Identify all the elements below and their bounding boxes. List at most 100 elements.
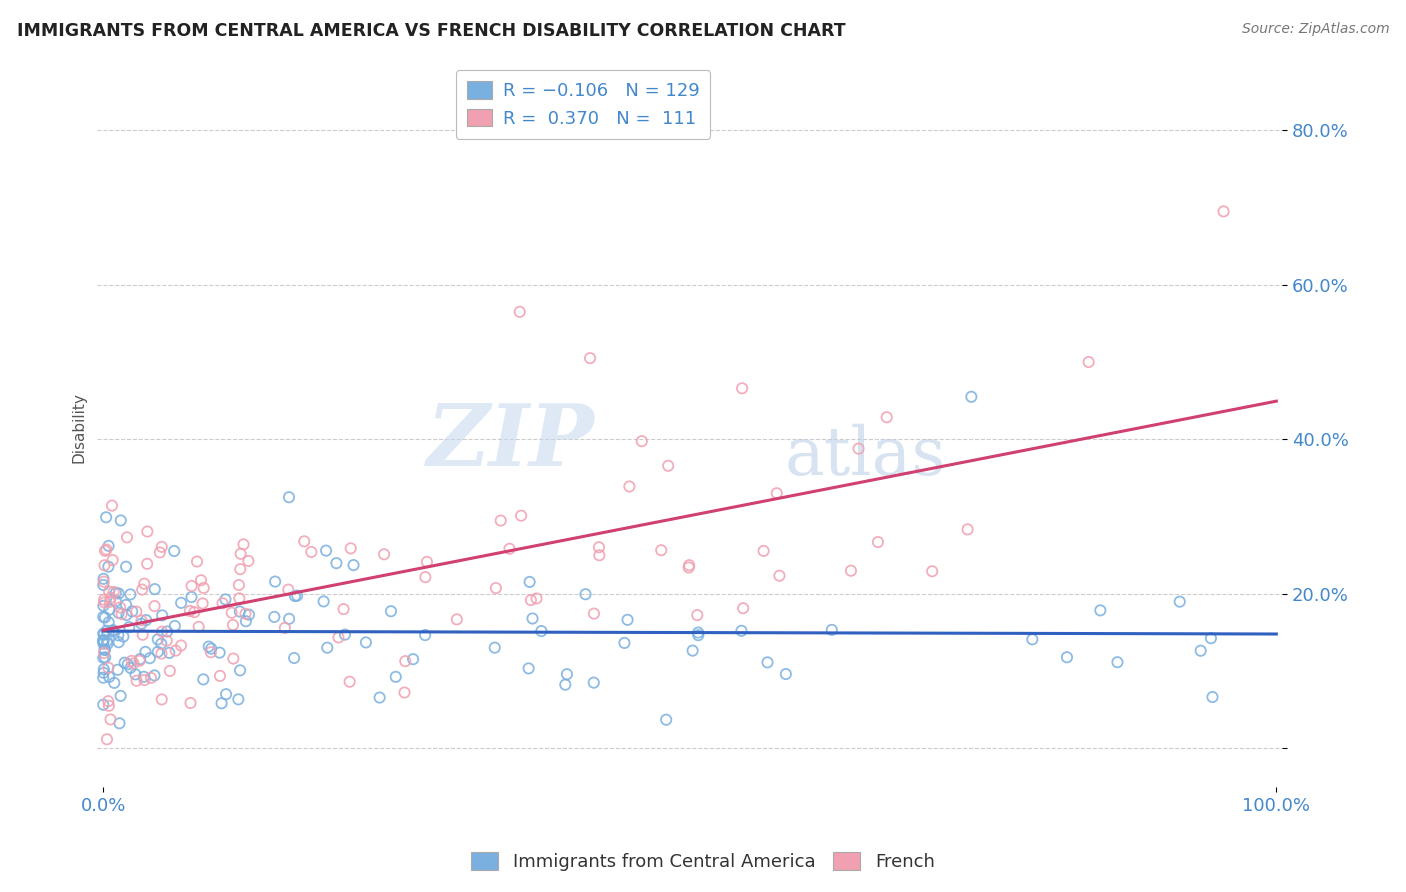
Point	[264, 574, 287, 589]
Point	[150, 692, 173, 706]
Point	[193, 673, 215, 687]
Point	[657, 458, 679, 473]
Point	[121, 654, 143, 668]
Point	[180, 590, 202, 604]
Text: ZIP: ZIP	[427, 401, 595, 483]
Point	[960, 390, 983, 404]
Point	[415, 570, 437, 584]
Point	[120, 661, 142, 675]
Point	[373, 547, 395, 561]
Point	[1021, 632, 1043, 647]
Point	[866, 535, 889, 549]
Point	[1212, 204, 1234, 219]
Point	[579, 351, 602, 366]
Point	[124, 667, 146, 681]
Point	[93, 574, 115, 589]
Point	[96, 542, 118, 557]
Point	[588, 548, 610, 562]
Point	[325, 556, 347, 570]
Point	[839, 564, 862, 578]
Point	[91, 578, 114, 592]
Point	[215, 687, 238, 701]
Point	[110, 513, 132, 527]
Point	[328, 631, 350, 645]
Point	[1056, 650, 1078, 665]
Point	[139, 671, 162, 685]
Point	[278, 490, 301, 504]
Point	[131, 616, 153, 631]
Point	[134, 673, 156, 687]
Point	[150, 540, 173, 554]
Point	[756, 656, 779, 670]
Point	[765, 486, 787, 500]
Point	[191, 596, 214, 610]
Point	[588, 541, 610, 555]
Point	[107, 606, 129, 620]
Point	[733, 601, 755, 615]
Point	[211, 596, 233, 610]
Point	[921, 564, 943, 578]
Point	[136, 524, 159, 539]
Point	[200, 641, 222, 656]
Point	[187, 620, 209, 634]
Point	[91, 671, 114, 685]
Point	[197, 640, 219, 654]
Point	[132, 628, 155, 642]
Point	[107, 586, 129, 600]
Point	[1199, 632, 1222, 646]
Point	[93, 665, 115, 680]
Point	[93, 646, 115, 660]
Point	[316, 640, 339, 655]
Point	[107, 635, 129, 649]
Point	[278, 612, 301, 626]
Point	[630, 434, 652, 449]
Point	[179, 696, 201, 710]
Point	[179, 604, 201, 618]
Point	[312, 594, 335, 608]
Point	[678, 558, 700, 573]
Point	[159, 664, 181, 678]
Text: Source: ZipAtlas.com: Source: ZipAtlas.com	[1241, 22, 1389, 37]
Point	[214, 592, 236, 607]
Point	[131, 582, 153, 597]
Point	[111, 607, 134, 621]
Point	[170, 596, 193, 610]
Point	[688, 628, 710, 642]
Point	[263, 610, 285, 624]
Point	[93, 662, 115, 676]
Point	[368, 690, 391, 705]
Y-axis label: Disability: Disability	[72, 392, 86, 463]
Point	[235, 607, 257, 621]
Point	[876, 410, 898, 425]
Point	[229, 664, 252, 678]
Point	[108, 716, 131, 731]
Point	[229, 562, 252, 576]
Point	[122, 657, 145, 671]
Point	[170, 639, 193, 653]
Point	[121, 604, 143, 618]
Point	[956, 522, 979, 536]
Point	[94, 543, 117, 558]
Point	[211, 696, 233, 710]
Point	[131, 613, 153, 627]
Point	[125, 673, 148, 688]
Point	[180, 579, 202, 593]
Point	[94, 643, 117, 657]
Point	[821, 623, 844, 637]
Point	[339, 541, 361, 556]
Point	[149, 545, 172, 559]
Point	[97, 698, 120, 713]
Point	[510, 508, 533, 523]
Point	[380, 604, 402, 618]
Legend: Immigrants from Central America, French: Immigrants from Central America, French	[464, 846, 942, 879]
Point	[103, 624, 125, 639]
Point	[333, 627, 356, 641]
Point	[115, 598, 138, 612]
Point	[768, 568, 790, 582]
Point	[519, 574, 541, 589]
Point	[107, 628, 129, 642]
Point	[146, 632, 169, 647]
Point	[93, 558, 115, 573]
Point	[582, 607, 605, 621]
Point	[283, 651, 305, 665]
